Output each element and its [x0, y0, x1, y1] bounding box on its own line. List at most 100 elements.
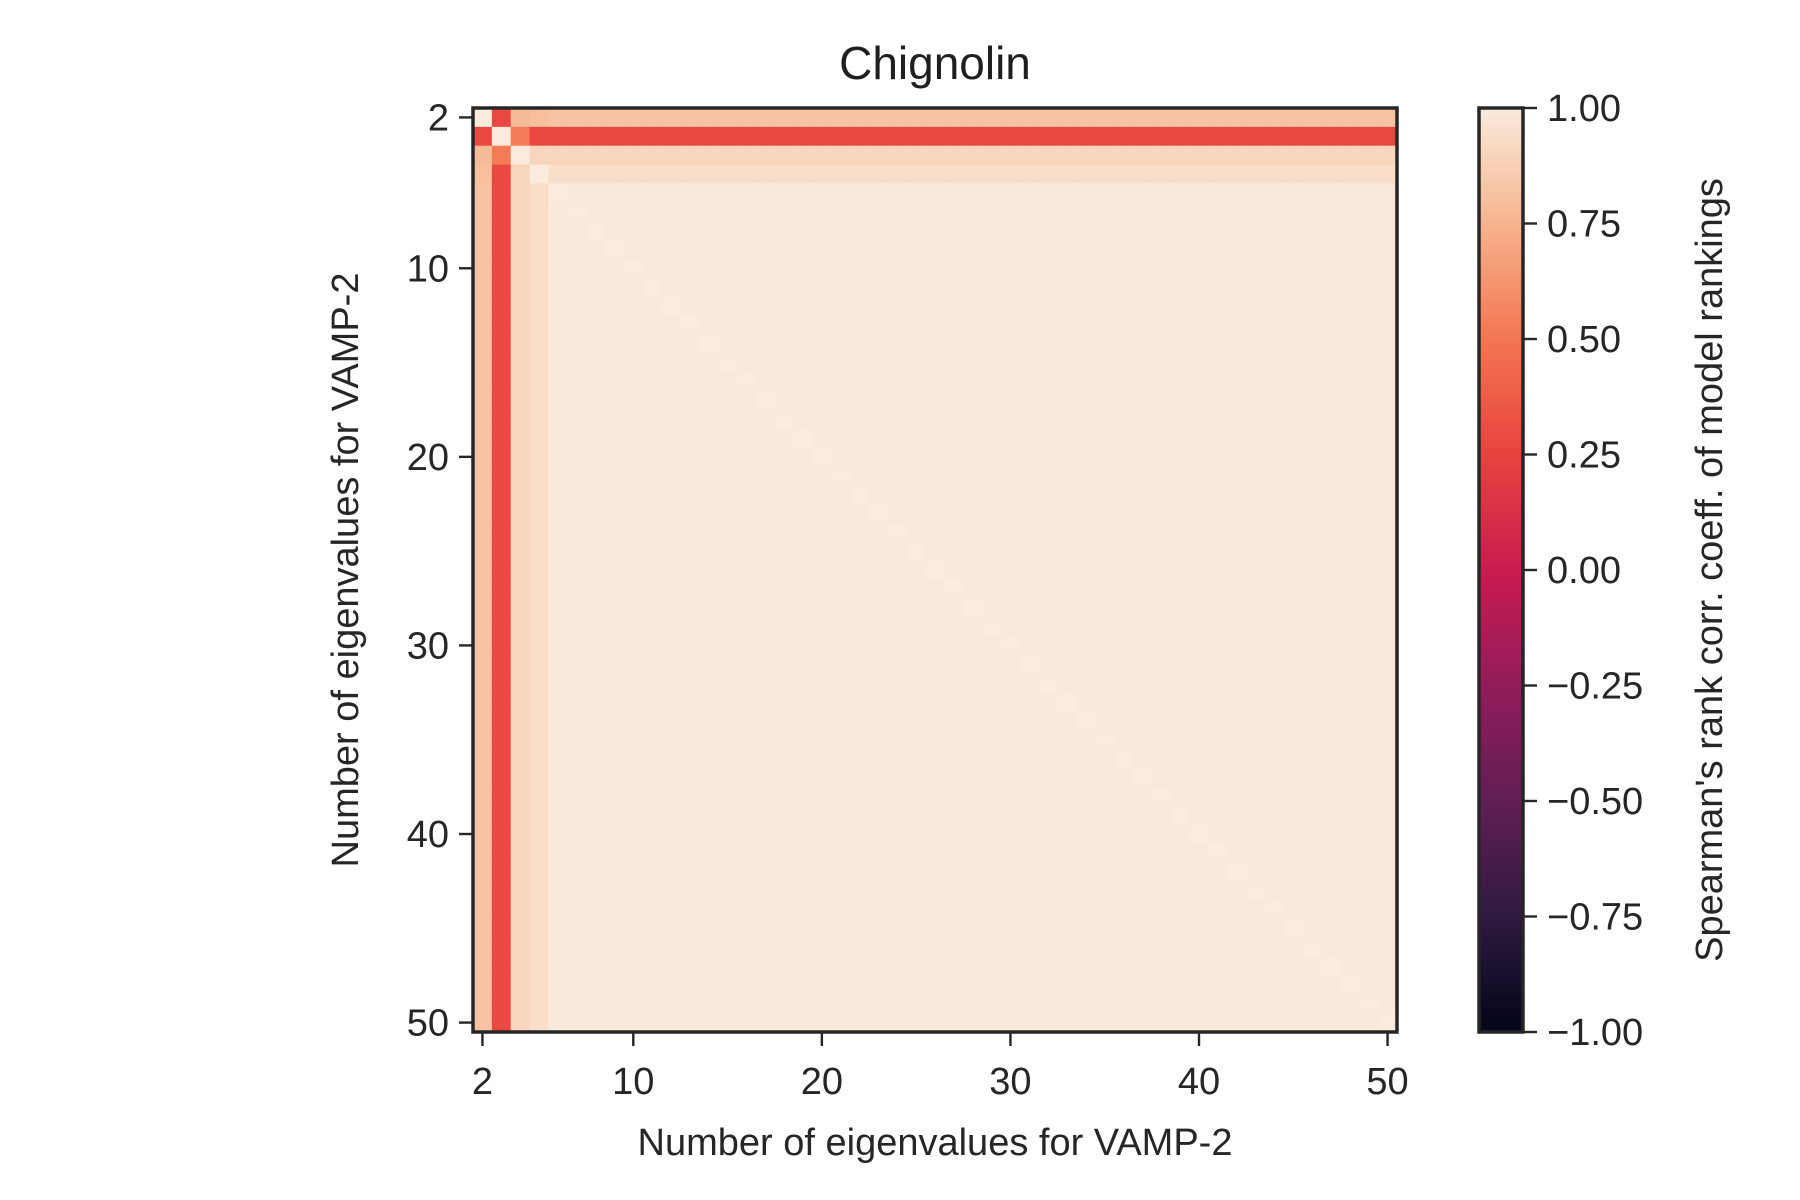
- heatmap-cell: [718, 541, 738, 562]
- heatmap-cell: [1114, 504, 1134, 524]
- heatmap-cell: [1321, 673, 1342, 694]
- heatmap-cell: [925, 560, 946, 581]
- heatmap-cell: [1321, 636, 1342, 656]
- heatmap-cell: [510, 145, 531, 166]
- heatmap-cell: [1302, 409, 1323, 430]
- heatmap-cell: [661, 485, 682, 505]
- heatmap-cell: [1321, 372, 1342, 392]
- heatmap-cell: [963, 598, 983, 618]
- heatmap-cell: [642, 636, 663, 656]
- heatmap-cell: [567, 1013, 587, 1033]
- heatmap-cell: [586, 692, 606, 713]
- heatmap-cell: [1378, 824, 1398, 845]
- heatmap-cell: [1151, 1013, 1172, 1033]
- heatmap-cell: [1321, 824, 1342, 845]
- heatmap-cell: [925, 108, 946, 128]
- heatmap-cell: [623, 409, 644, 430]
- heatmap-cell: [1095, 541, 1115, 562]
- heatmap-cell: [1057, 202, 1078, 222]
- heatmap-cell: [793, 353, 814, 373]
- heatmap-cell: [623, 277, 644, 298]
- heatmap-cell: [869, 918, 889, 939]
- heatmap-cell: [944, 277, 964, 298]
- heatmap-cell: [1019, 862, 1040, 882]
- heatmap-cell: [906, 560, 927, 581]
- heatmap-cell: [925, 598, 946, 618]
- heatmap-cell: [567, 541, 587, 562]
- heatmap-cell: [906, 541, 927, 562]
- heatmap-cell: [774, 164, 795, 185]
- heatmap-cell: [1095, 202, 1115, 222]
- heatmap-cell: [793, 975, 814, 995]
- heatmap-cell: [944, 447, 964, 467]
- heatmap-cell: [1133, 862, 1153, 882]
- heatmap-cell: [850, 447, 870, 467]
- heatmap-cell: [1001, 598, 1021, 618]
- heatmap-cell: [473, 805, 493, 826]
- heatmap-cell: [529, 428, 550, 449]
- heatmap-cell: [1133, 560, 1153, 581]
- heatmap-cell: [680, 466, 700, 486]
- heatmap-cell: [1302, 786, 1323, 807]
- heatmap-cell: [567, 673, 587, 694]
- heatmap-cell: [1095, 504, 1115, 524]
- heatmap-cell: [1076, 522, 1096, 543]
- heatmap-cell: [1057, 862, 1078, 882]
- heatmap-cell: [925, 504, 946, 524]
- heatmap-cell: [1283, 636, 1304, 656]
- heatmap-cell: [699, 636, 719, 656]
- heatmap-cell: [661, 918, 682, 939]
- heatmap-cell: [680, 390, 700, 411]
- heatmap-cell: [1208, 768, 1228, 788]
- heatmap-cell: [586, 485, 606, 505]
- heatmap-cell: [567, 824, 587, 845]
- heatmap-cell: [1265, 749, 1285, 769]
- heatmap-cell: [1359, 711, 1379, 731]
- heatmap-cell: [567, 466, 587, 486]
- heatmap-cell: [737, 240, 757, 260]
- heatmap-cell: [529, 730, 550, 750]
- heatmap-cell: [1001, 447, 1021, 467]
- heatmap-cell: [529, 315, 550, 335]
- heatmap-cell: [699, 296, 719, 317]
- heatmap-cell: [831, 560, 851, 581]
- heatmap-cell: [1340, 975, 1360, 995]
- heatmap-cell: [491, 504, 512, 524]
- heatmap-cell: [793, 296, 814, 317]
- heatmap-cell: [718, 258, 738, 279]
- heatmap-cell: [831, 749, 851, 769]
- heatmap-cell: [755, 843, 776, 863]
- heatmap-cell: [642, 881, 663, 901]
- heatmap-cell: [944, 428, 964, 449]
- heatmap-cell: [1114, 560, 1134, 581]
- heatmap-cell: [1227, 126, 1247, 147]
- heatmap-cell: [1076, 353, 1096, 373]
- heatmap-cell: [869, 636, 889, 656]
- heatmap-cell: [737, 504, 757, 524]
- heatmap-cell: [1133, 202, 1153, 222]
- heatmap-cell: [1227, 258, 1247, 279]
- heatmap-cell: [963, 108, 983, 128]
- heatmap-cell: [1246, 786, 1266, 807]
- heatmap-cell: [944, 221, 964, 241]
- heatmap-cell: [887, 447, 908, 467]
- x-tick-label: 50: [1366, 1061, 1408, 1103]
- heatmap-cell: [1114, 126, 1134, 147]
- heatmap-cell: [887, 183, 908, 203]
- heatmap-cell: [1057, 598, 1078, 618]
- heatmap-cell: [1189, 805, 1210, 826]
- heatmap-cell: [1227, 937, 1247, 958]
- heatmap-cell: [699, 843, 719, 863]
- heatmap-cell: [944, 617, 964, 637]
- heatmap-cell: [1189, 183, 1210, 203]
- heatmap-cell: [1208, 466, 1228, 486]
- heatmap-cell: [718, 768, 738, 788]
- heatmap-cell: [661, 202, 682, 222]
- heatmap-cell: [906, 390, 927, 411]
- heatmap-cell: [1283, 937, 1304, 958]
- heatmap-cell: [1378, 504, 1398, 524]
- heatmap-cell: [755, 579, 776, 599]
- heatmap-cell: [982, 598, 1002, 618]
- heatmap-cell: [850, 956, 870, 977]
- heatmap-cell: [1283, 296, 1304, 317]
